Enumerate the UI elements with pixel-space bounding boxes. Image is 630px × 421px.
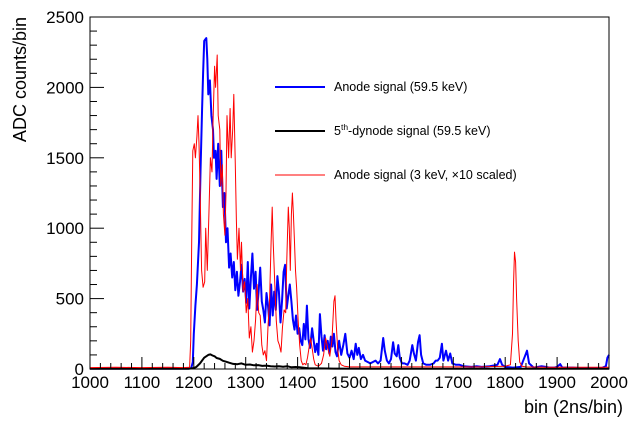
legend-label-dynode: 5th-dynode signal (59.5 keV)	[334, 122, 491, 138]
x-tick-label: 2000	[590, 373, 628, 392]
tick-labels-layer: 1000 1100 1200 1300 1400 1500 1600 1700 1800 1900…	[46, 8, 628, 392]
series-line-2	[89, 54, 609, 369]
x-tick-label: 1700	[434, 373, 472, 392]
y-tick-label: 2000	[46, 78, 84, 97]
y-tick-label: 0	[75, 360, 84, 379]
legend-label-anode-3: Anode signal (3 keV, ×10 scaled)	[334, 168, 517, 182]
y-tick-label: 2500	[46, 8, 84, 27]
y-axis-title: ADC counts/bin	[10, 17, 30, 142]
legend: Anode signal (59.5 keV) 5th-dynode signa…	[275, 80, 517, 182]
legend-label-anode-59: Anode signal (59.5 keV)	[334, 80, 467, 94]
legend-label-dynode-suffix: -dynode signal (59.5 keV)	[348, 124, 490, 138]
x-tick-label: 1300	[227, 373, 265, 392]
y-tick-label: 1500	[46, 149, 84, 168]
ticks-layer	[89, 16, 610, 370]
x-axis-title: bin (2ns/bin)	[524, 397, 623, 417]
x-tick-label: 1100	[124, 373, 161, 392]
x-tick-label: 1600	[382, 373, 420, 392]
legend-label-dynode-prefix: 5	[334, 124, 341, 138]
x-tick-label: 1400	[279, 373, 317, 392]
legend-label-dynode-sup: th	[341, 122, 348, 132]
y-tick-label: 500	[56, 290, 84, 309]
x-tick-label: 1200	[175, 373, 213, 392]
x-tick-label: 1000	[71, 373, 109, 392]
x-tick-label: 1800	[486, 373, 524, 392]
y-tick-label: 1000	[46, 219, 84, 238]
x-tick-label: 1500	[331, 373, 369, 392]
x-tick-label: 1900	[538, 373, 576, 392]
